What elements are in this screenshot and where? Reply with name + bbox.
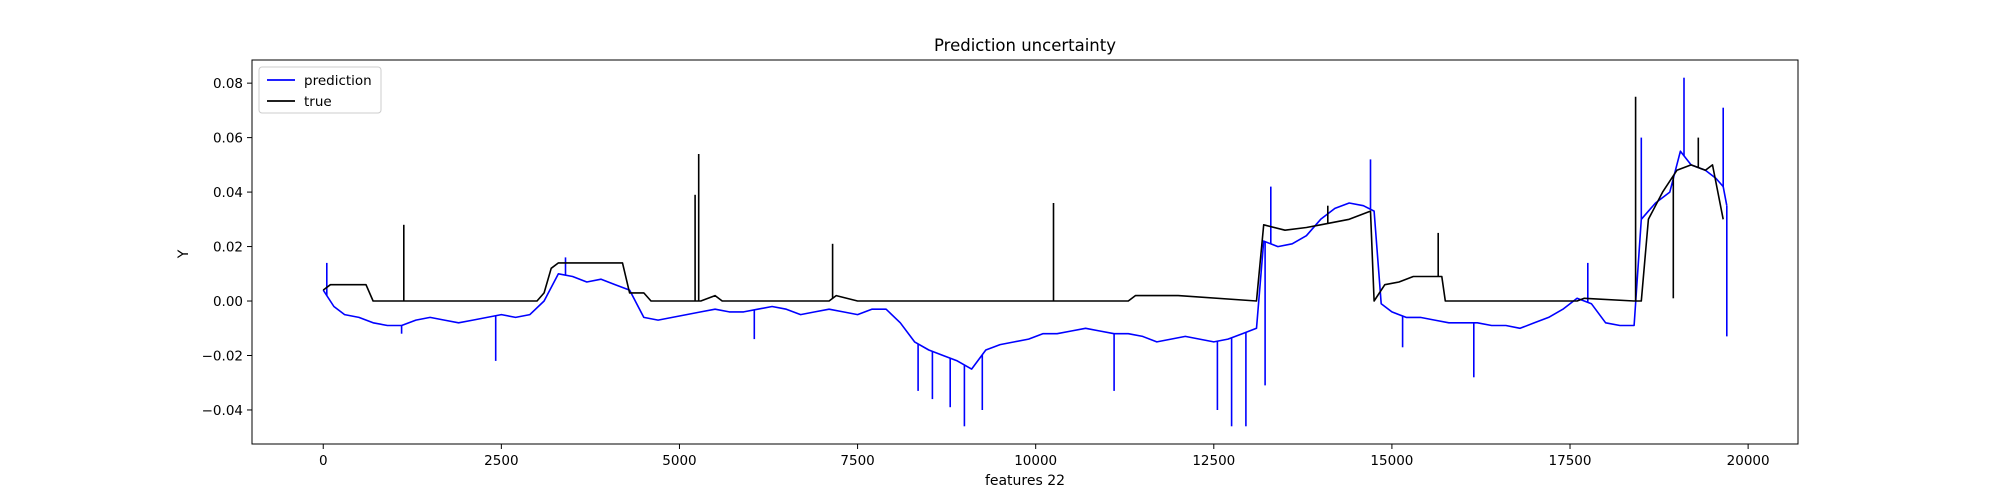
chart-title: Prediction uncertainty: [934, 36, 1116, 55]
y-tick-label: 0.08: [213, 76, 243, 92]
x-axis-label: features 22: [985, 473, 1065, 489]
x-tick-label: 15000: [1370, 453, 1413, 469]
x-axis: 0 2500 5000 7500 10000 12500 15000 17500 20000: [319, 444, 1770, 469]
x-tick-label: 12500: [1192, 453, 1235, 469]
legend-label-prediction: prediction: [304, 73, 372, 89]
y-tick-label: −0.04: [202, 403, 243, 419]
y-axis: −0.04 −0.02 0.00 0.02 0.04 0.06 0.08: [202, 76, 252, 419]
series-line-true: [322, 164, 1724, 302]
y-tick-label: 0.02: [213, 240, 243, 256]
legend: prediction true: [258, 66, 382, 114]
x-tick-label: 2500: [484, 453, 518, 469]
x-tick-label: 17500: [1549, 453, 1592, 469]
series-line-prediction: [322, 150, 1728, 370]
y-tick-label: −0.02: [202, 348, 243, 364]
y-tick-label: 0.00: [213, 294, 243, 310]
x-tick-label: 7500: [840, 453, 874, 469]
y-tick-label: 0.06: [213, 131, 243, 147]
x-tick-label: 10000: [1014, 453, 1057, 469]
y-axis-label: Y: [176, 249, 192, 259]
y-tick-label: 0.04: [213, 185, 243, 201]
legend-label-true: true: [304, 94, 332, 110]
x-tick-label: 5000: [662, 453, 696, 469]
x-tick-label: 0: [319, 453, 328, 469]
plot-frame: [251, 59, 1799, 445]
x-tick-label: 20000: [1727, 453, 1770, 469]
plot-area: [322, 77, 1728, 427]
